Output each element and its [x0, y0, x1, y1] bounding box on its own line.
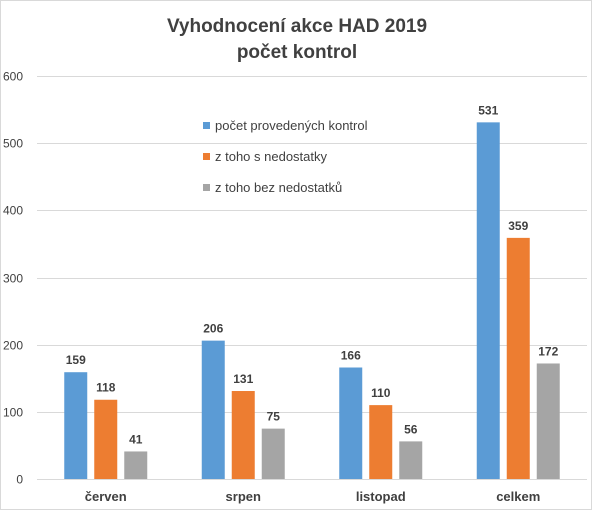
x-axis-categories: červen srpen listopad celkem	[85, 489, 541, 504]
bar-0-0	[64, 372, 88, 479]
y-tick-label: 500	[3, 137, 23, 151]
bar-3-2	[536, 363, 560, 479]
legend-swatch	[203, 122, 210, 129]
data-label: 206	[203, 322, 223, 336]
data-label: 131	[233, 372, 253, 386]
bar-2-0	[339, 367, 363, 479]
x-category-label: listopad	[356, 489, 406, 504]
data-label: 110	[371, 386, 391, 400]
bar-0-2	[124, 451, 148, 479]
bar-3-1	[506, 237, 530, 479]
y-tick-label: 0	[16, 473, 23, 487]
x-category-label: srpen	[226, 489, 261, 504]
data-label: 56	[404, 422, 418, 436]
chart-title: Vyhodnocení akce HAD 2019	[167, 16, 427, 37]
data-label: 41	[129, 432, 143, 446]
legend-swatch	[203, 153, 210, 160]
x-category-label: červen	[85, 489, 127, 504]
y-tick-label: 400	[3, 204, 23, 218]
bar-2-2	[399, 441, 423, 479]
legend: počet provedených kontrol z toho s nedost…	[203, 118, 368, 195]
data-labels: 159 118 41 206 131 75 166 110 56 531 359 172	[66, 103, 559, 446]
data-label: 172	[538, 344, 558, 358]
legend-label: z toho s nedostatky	[215, 149, 328, 164]
bars	[64, 122, 560, 479]
x-category-label: celkem	[496, 489, 540, 504]
legend-label: z toho bez nedostatků	[215, 180, 342, 195]
data-label: 166	[341, 349, 361, 363]
legend-swatch	[203, 184, 210, 191]
chart-subtitle: počet kontrol	[237, 42, 357, 63]
bar-3-0	[476, 122, 500, 479]
y-axis-ticks: 0 100 200 300 400 500 600	[3, 70, 23, 487]
data-label: 159	[66, 353, 86, 367]
bar-1-0	[201, 340, 225, 479]
y-tick-label: 100	[3, 406, 23, 420]
bar-2-1	[369, 405, 393, 479]
bar-1-1	[231, 391, 255, 479]
y-tick-label: 300	[3, 272, 23, 286]
data-label: 359	[508, 219, 528, 233]
data-label: 75	[267, 410, 281, 424]
gridlines	[37, 76, 587, 480]
bar-1-2	[261, 428, 285, 479]
bar-0-1	[94, 399, 118, 479]
y-tick-label: 200	[3, 339, 23, 353]
data-label: 531	[478, 103, 498, 117]
legend-label: počet provedených kontrol	[215, 118, 368, 133]
y-tick-label: 600	[3, 70, 23, 84]
data-label: 118	[96, 381, 116, 395]
